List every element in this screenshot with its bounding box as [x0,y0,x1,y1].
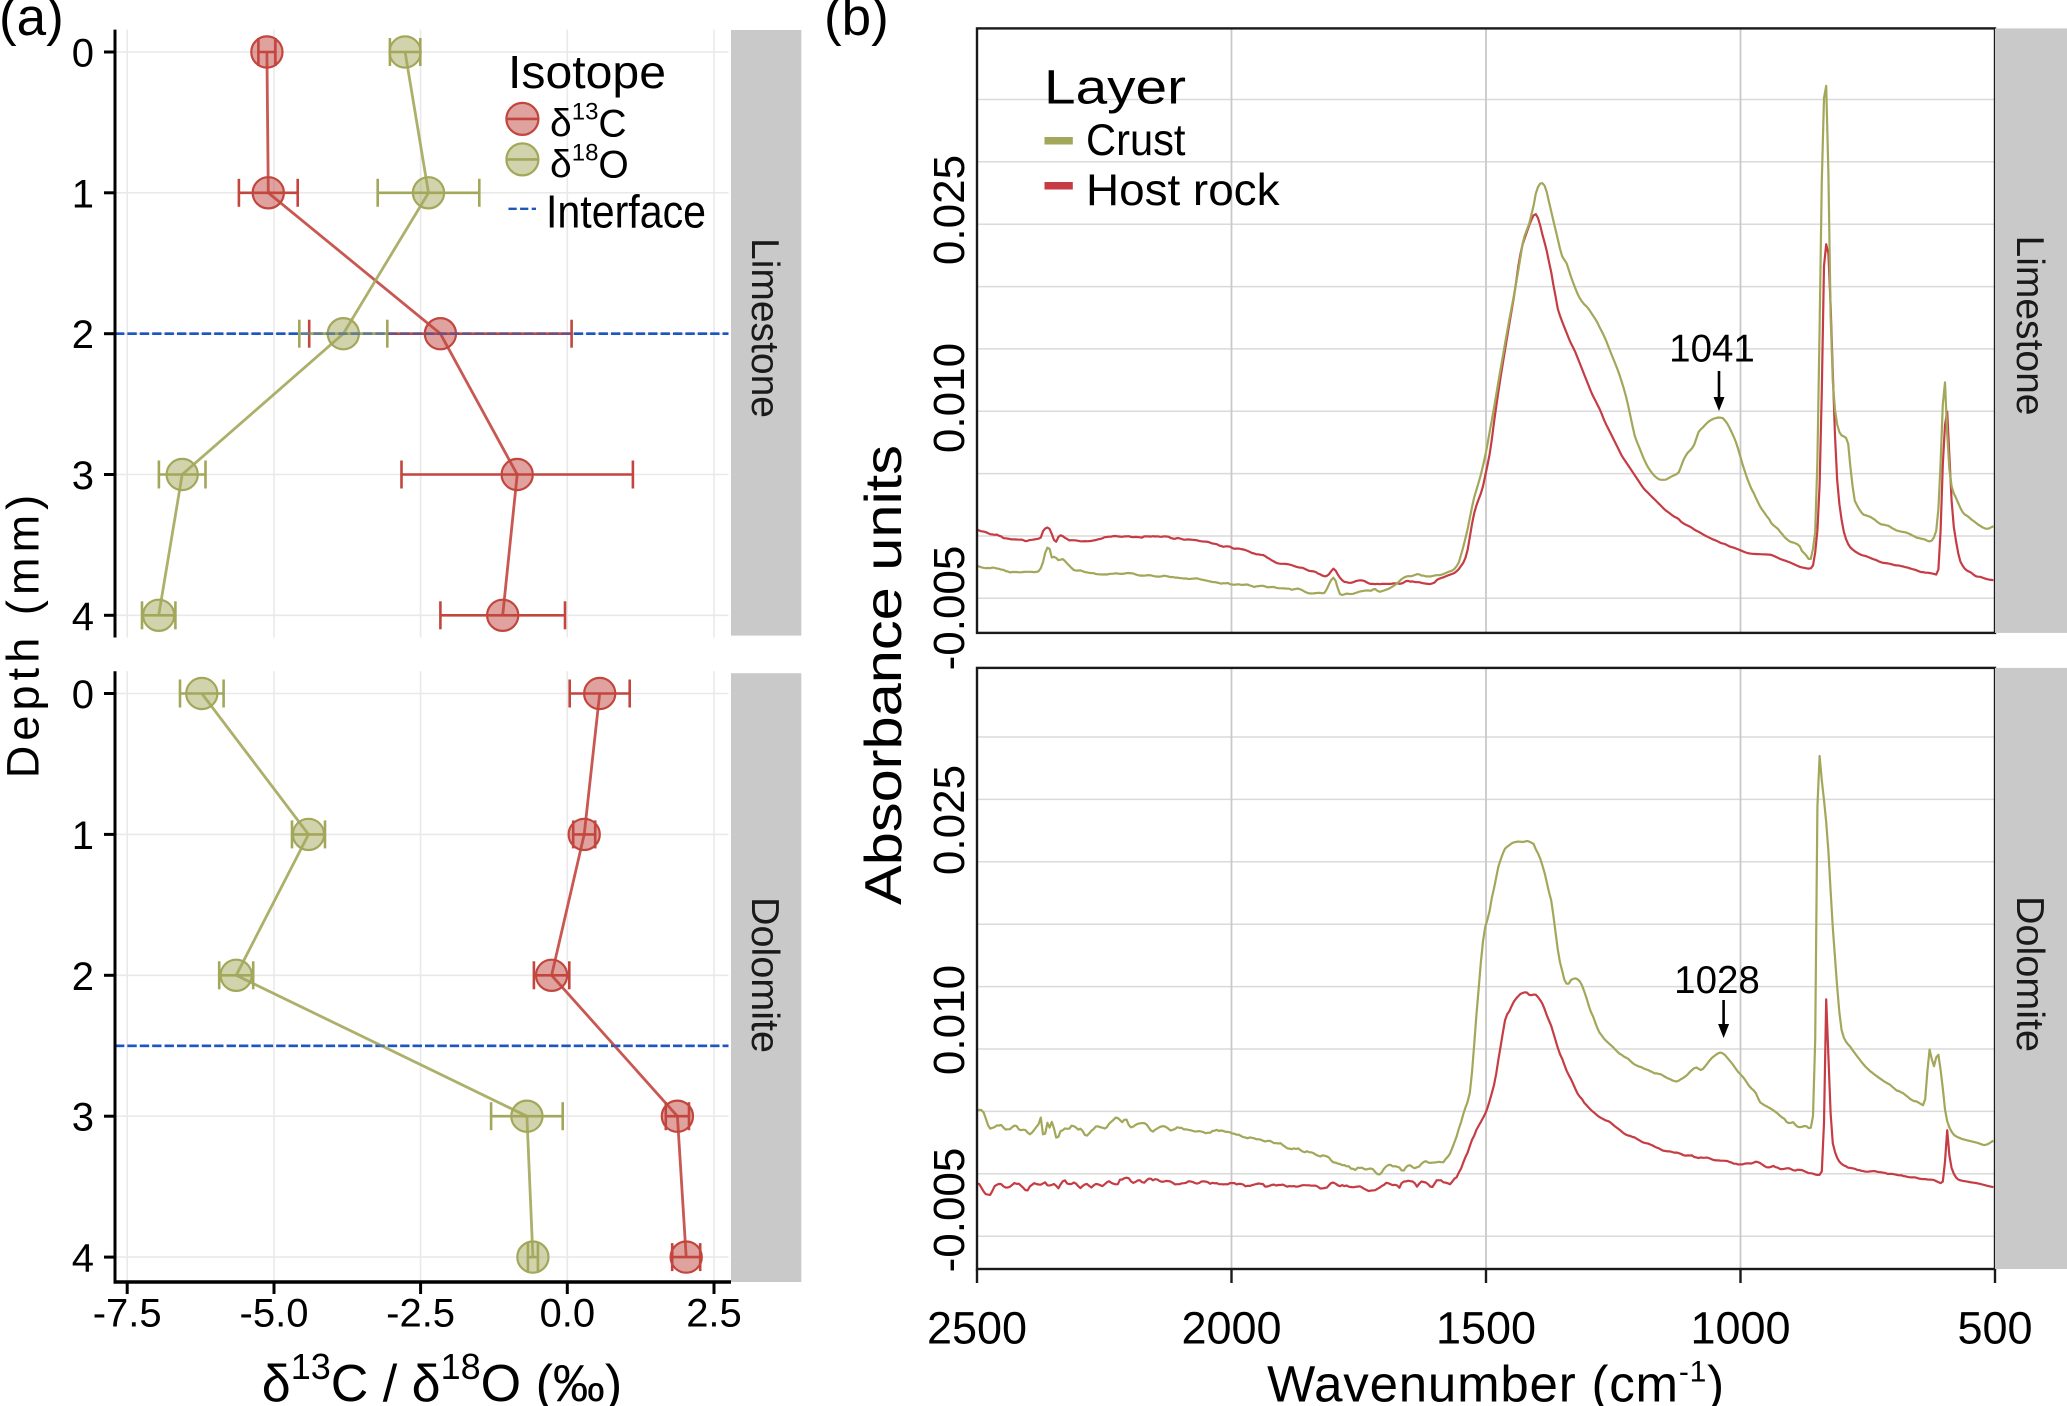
svg-text:-0.005: -0.005 [925,546,974,671]
svg-text:4: 4 [72,595,94,639]
svg-text:0: 0 [72,673,94,717]
svg-text:-0.005: -0.005 [925,1148,974,1273]
svg-text:1028: 1028 [1674,959,1760,1002]
svg-text:2: 2 [72,313,94,357]
svg-text:Crust: Crust [1086,116,1186,165]
svg-text:Wavenumber (cm-1): Wavenumber (cm-1) [1267,1356,1725,1406]
svg-text:1: 1 [72,172,94,216]
svg-text:4: 4 [72,1237,94,1281]
svg-text:-2.5: -2.5 [386,1292,455,1336]
svg-text:500: 500 [1957,1303,2032,1354]
svg-text:-7.5: -7.5 [93,1292,162,1336]
svg-text:Limestone: Limestone [743,238,786,418]
svg-text:3: 3 [72,454,94,498]
svg-text:(a): (a) [0,0,64,47]
svg-text:1: 1 [72,814,94,858]
svg-text:3: 3 [72,1096,94,1140]
svg-text:0.010: 0.010 [925,965,974,1075]
svg-text:2000: 2000 [1181,1303,1281,1354]
svg-text:Limestone: Limestone [2008,236,2051,416]
svg-text:1500: 1500 [1436,1303,1536,1354]
svg-text:2.5: 2.5 [686,1292,742,1336]
svg-text:-5.0: -5.0 [240,1292,309,1336]
svg-text:Absorbance units: Absorbance units [854,445,912,905]
svg-text:Depth (mm): Depth (mm) [0,490,49,779]
svg-text:Layer: Layer [1044,61,1186,115]
svg-text:0.025: 0.025 [925,765,974,875]
svg-text:1041: 1041 [1669,328,1755,371]
svg-text:2: 2 [72,955,94,999]
svg-text:0.0: 0.0 [539,1292,595,1336]
svg-text:0.010: 0.010 [925,343,974,453]
svg-text:2500: 2500 [927,1303,1027,1354]
svg-text:(b): (b) [824,0,889,47]
svg-text:Dolomite: Dolomite [743,897,786,1053]
svg-text:1000: 1000 [1690,1303,1790,1354]
svg-text:Dolomite: Dolomite [2008,896,2051,1052]
svg-text:Interface: Interface [546,186,706,238]
svg-text:0: 0 [72,32,94,76]
svg-text:0.025: 0.025 [925,155,974,265]
svg-text:Isotope: Isotope [508,46,666,98]
svg-text:Host rock: Host rock [1086,166,1280,215]
